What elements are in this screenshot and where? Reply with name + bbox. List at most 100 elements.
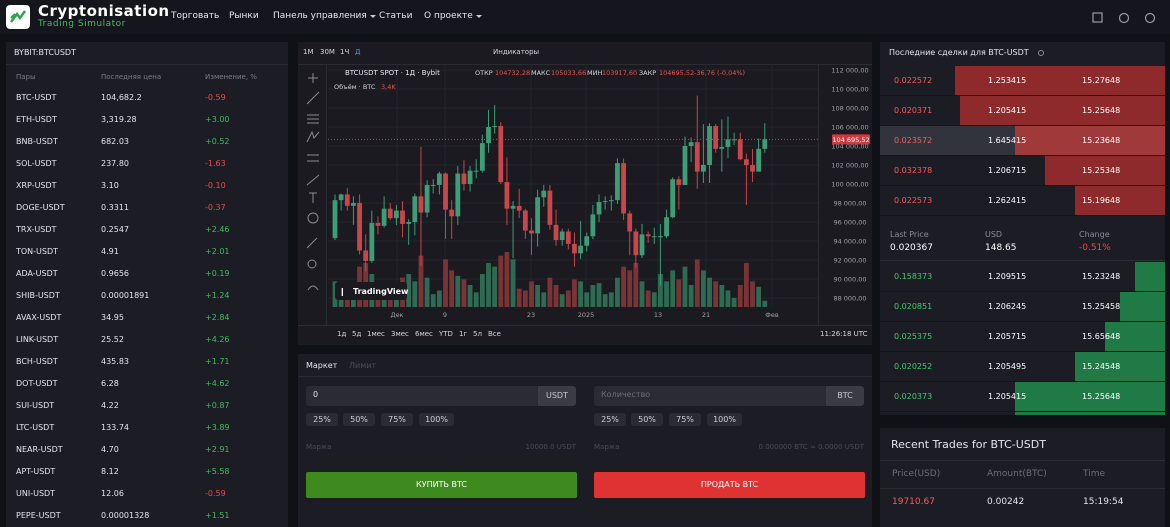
volume-bar <box>670 270 676 307</box>
indicators-button[interactable]: Индикаторы <box>493 48 540 56</box>
pair[interactable]: DOT-USDT <box>16 379 58 388</box>
percent-button[interactable]: 75% <box>669 413 701 426</box>
pair[interactable]: XRP-USDT <box>16 181 57 190</box>
percent-button[interactable]: 100% <box>419 413 454 426</box>
ohlc-value: 104732,28 <box>495 69 531 77</box>
nav-link[interactable]: Статьи <box>379 11 413 21</box>
depth-bar <box>1135 262 1165 292</box>
volume-bar <box>547 277 553 307</box>
candle-body <box>443 173 448 210</box>
sell-button[interactable]: ПРОДАТЬ BTC <box>594 472 865 498</box>
range-button[interactable]: 3мес <box>391 330 409 338</box>
last-price: 6.28 <box>101 379 119 388</box>
buy-button[interactable]: КУПИТЬ BTC <box>306 472 577 498</box>
change: +4.62 <box>205 379 230 388</box>
range-button[interactable]: YTD <box>439 330 453 338</box>
pair[interactable]: UNI-USDT <box>16 489 56 498</box>
pair[interactable]: LINK-USDT <box>16 335 59 344</box>
y-tick-label: 102 000,00 <box>831 162 868 170</box>
pair[interactable]: ETH-USDT <box>16 115 57 124</box>
volume-bar <box>572 279 577 307</box>
nav-link[interactable]: Панель управления <box>273 11 376 21</box>
book-total: 15.23248 <box>1082 272 1121 281</box>
range-button[interactable]: 5л <box>473 330 482 338</box>
range-button[interactable]: 6мес <box>415 330 433 338</box>
divider <box>880 488 1165 489</box>
pair[interactable]: APT-USDT <box>16 467 56 476</box>
orderbook-title: Последние сделки для BTC-USDT <box>889 48 1029 57</box>
pair[interactable]: BTC-USDT <box>16 93 57 102</box>
candle-body <box>658 236 663 238</box>
range-button[interactable]: 5д <box>352 330 362 338</box>
input[interactable] <box>306 386 576 406</box>
x-tick-label: 2025 <box>578 311 595 319</box>
candle-body <box>633 231 639 256</box>
volume-bar <box>694 259 700 307</box>
percent-button[interactable]: 25% <box>594 413 626 426</box>
candle-body <box>344 194 350 206</box>
nav-link[interactable]: Торговать <box>171 11 220 21</box>
divider <box>880 291 1165 292</box>
pair[interactable]: SOL-USDT <box>16 159 57 168</box>
range-button[interactable]: Все <box>488 330 501 338</box>
range-button[interactable]: 1г <box>459 330 468 338</box>
x-tick-label: 13 <box>654 311 662 319</box>
interval[interactable]: 30М <box>320 48 335 56</box>
book-amount: 1.253415 <box>988 76 1027 85</box>
pair[interactable]: ADA-USDT <box>16 269 58 278</box>
candle-body <box>406 222 412 224</box>
nav-link[interactable]: Рынки <box>229 11 259 21</box>
tab[interactable]: Маркет <box>306 361 338 370</box>
percent-button[interactable]: 75% <box>381 413 413 426</box>
percent-button[interactable]: 100% <box>707 413 742 426</box>
volume-bar <box>504 252 510 307</box>
pair[interactable]: PEPE-USDT <box>16 511 61 520</box>
y-tick-label: 94 000,00 <box>833 238 866 246</box>
nav-link[interactable]: О проекте <box>424 11 482 21</box>
pair[interactable]: LTC-USDT <box>16 423 55 432</box>
pair[interactable]: SHIB-USDT <box>16 291 60 300</box>
volume-bar <box>535 285 541 307</box>
interval[interactable]: 1М <box>303 48 314 56</box>
candle-body <box>602 201 608 203</box>
candle-body <box>547 190 553 225</box>
candle-body <box>418 196 424 213</box>
app-subtitle: Trading Simulator <box>38 19 126 29</box>
candle-body <box>608 200 614 202</box>
ohlc-label: ЗАКР <box>639 69 657 77</box>
pair[interactable]: BNB-USDT <box>16 137 58 146</box>
range-button[interactable]: 1д <box>337 330 347 338</box>
pair[interactable]: DOGE-USDT <box>16 203 65 212</box>
volume-bar <box>486 263 491 307</box>
input[interactable] <box>594 386 864 406</box>
percent-button[interactable]: 50% <box>631 413 663 426</box>
fee-label: Маржа <box>594 443 620 451</box>
candle-body <box>394 210 399 219</box>
pair[interactable]: NEAR-USDT <box>16 445 63 454</box>
pair[interactable]: AVAX-USDT <box>16 313 62 322</box>
y-tick-label: 98 000,00 <box>833 200 866 208</box>
candle-body <box>486 127 491 144</box>
percent-button[interactable]: 50% <box>343 413 375 426</box>
percent-button[interactable]: 25% <box>306 413 338 426</box>
x-tick-label: 21 <box>702 311 710 319</box>
divider <box>880 260 1165 261</box>
y-tick-label: 110 000,00 <box>831 86 868 94</box>
change: +0.87 <box>205 401 230 410</box>
last-price: 8.12 <box>101 467 119 476</box>
pair[interactable]: TON-USDT <box>16 247 59 256</box>
interval[interactable]: 1Ч <box>340 48 350 56</box>
volume-value: 3,4K <box>381 83 396 91</box>
interval[interactable]: Д <box>355 48 361 56</box>
trade-cell: 19710.67 <box>892 497 935 507</box>
pair[interactable]: BCH-USDT <box>16 357 58 366</box>
book-amount: 1.205415 <box>988 392 1027 401</box>
y-tick-label: 100 000,00 <box>831 181 868 189</box>
pair[interactable]: TRX-USDT <box>16 225 57 234</box>
fee-value: 10000.0 USDT <box>525 443 576 451</box>
tab[interactable]: Лимит <box>349 361 377 370</box>
pair[interactable]: SUI-USDT <box>16 401 55 410</box>
range-button[interactable]: 1мес <box>367 330 385 338</box>
depth-bar <box>1015 126 1165 156</box>
candle-body <box>338 194 344 201</box>
